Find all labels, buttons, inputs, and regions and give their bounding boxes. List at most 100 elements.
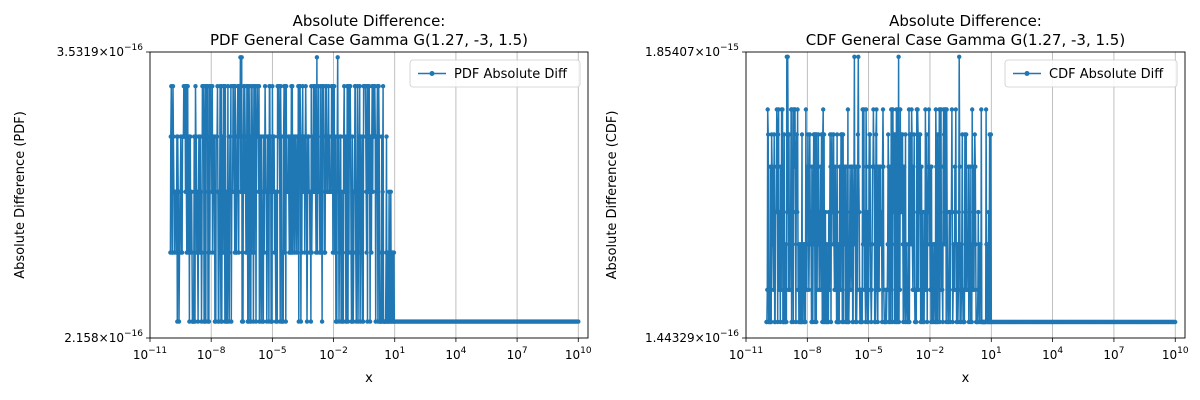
data-point	[327, 134, 332, 139]
data-point	[189, 250, 195, 255]
data-point	[950, 319, 955, 325]
data-point	[220, 250, 226, 255]
data-point	[360, 134, 365, 139]
data-point	[782, 132, 787, 137]
data-point	[309, 250, 314, 255]
x-tick-label-exponent: 7	[1119, 346, 1125, 356]
data-point	[941, 164, 946, 169]
data-point	[779, 209, 785, 215]
data-point	[783, 242, 789, 247]
data-point	[290, 84, 295, 89]
data-point	[770, 164, 775, 169]
x-tick-label-base: 10	[729, 348, 744, 362]
x-tick-label: 10−11	[729, 346, 763, 362]
x-tick-label-exponent: 1	[996, 346, 1002, 356]
data-point	[766, 132, 771, 137]
data-point	[890, 107, 896, 112]
data-point	[853, 209, 858, 215]
x-tick-label-base: 10	[565, 348, 580, 362]
x-tick-label-exponent: 10	[580, 346, 592, 356]
data-point	[854, 319, 859, 325]
x-tick-label-exponent: −5	[273, 346, 286, 356]
data-point	[345, 189, 350, 194]
data-point	[282, 250, 288, 255]
data-point	[298, 319, 304, 324]
data-point	[964, 132, 969, 137]
data-point	[927, 209, 932, 215]
data-point	[887, 164, 893, 169]
x-tick-label-base: 10	[854, 348, 869, 362]
x-tick-label-exponent: −8	[212, 346, 226, 356]
data-point	[332, 84, 337, 89]
data-point	[207, 250, 212, 255]
data-point	[940, 319, 945, 325]
y-tick-label-mantissa: 3.5319	[57, 45, 99, 59]
x-tick-label: 104	[1042, 346, 1063, 362]
data-point	[811, 209, 816, 215]
data-point	[236, 250, 241, 255]
legend-label: CDF Absolute Diff	[1049, 67, 1164, 82]
data-point	[849, 242, 854, 247]
chart-panel-1: Absolute Difference:PDF General Case Gam…	[13, 12, 592, 386]
data-point	[239, 55, 244, 60]
data-point	[986, 209, 991, 215]
data-point	[788, 209, 793, 215]
y-tick-label-times: ×	[695, 45, 705, 59]
x-tick-label: 1010	[565, 346, 592, 362]
data-point	[184, 189, 189, 194]
data-point	[237, 84, 242, 89]
data-point	[837, 209, 843, 215]
data-point	[261, 319, 266, 324]
data-point	[949, 107, 955, 112]
y-tick-label-times: ×	[695, 331, 705, 345]
data-point	[844, 209, 849, 215]
data-point	[348, 84, 353, 89]
data-point	[973, 164, 978, 169]
data-point	[865, 209, 870, 215]
data-point	[264, 189, 269, 194]
y-tick-label-exponent: −16	[124, 329, 143, 339]
data-point	[875, 319, 880, 325]
data-point	[354, 189, 360, 194]
x-tick-label: 1010	[1162, 346, 1189, 362]
x-axis-label: x	[962, 371, 970, 386]
y-tick-label-base: 10	[705, 45, 720, 59]
data-point	[857, 209, 862, 215]
data-point	[795, 287, 801, 292]
x-tick-label-base: 10	[1162, 348, 1177, 362]
data-point	[284, 84, 289, 89]
data-point	[893, 132, 898, 137]
data-point	[902, 164, 907, 169]
data-point	[794, 164, 799, 169]
x-tick-label: 10−5	[258, 346, 287, 362]
data-point	[182, 134, 187, 139]
x-tick-label-exponent: 4	[1057, 346, 1063, 356]
y-tick-label-times: ×	[99, 331, 109, 345]
data-point	[277, 189, 282, 194]
data-point	[911, 209, 916, 215]
data-point	[807, 132, 812, 137]
data-point	[971, 287, 977, 292]
data-point	[923, 107, 928, 112]
y-tick-label-mantissa: 1.85407	[645, 45, 695, 59]
data-point	[814, 319, 819, 325]
x-tick-label: 10−11	[133, 346, 167, 362]
data-point	[938, 209, 943, 215]
data-point	[772, 132, 777, 137]
data-point	[384, 134, 389, 139]
x-tick-label-base: 10	[384, 348, 399, 362]
data-point	[953, 107, 958, 112]
data-point	[879, 209, 884, 215]
data-point	[262, 84, 268, 89]
data-point	[379, 134, 384, 139]
data-point	[874, 107, 879, 112]
data-point	[251, 189, 256, 194]
data-point	[873, 132, 879, 137]
data-point	[869, 287, 874, 292]
data-point	[226, 250, 231, 255]
data-point	[576, 319, 581, 324]
data-point	[931, 287, 936, 292]
data-point	[957, 164, 962, 169]
x-tick-label-base: 10	[445, 348, 460, 362]
